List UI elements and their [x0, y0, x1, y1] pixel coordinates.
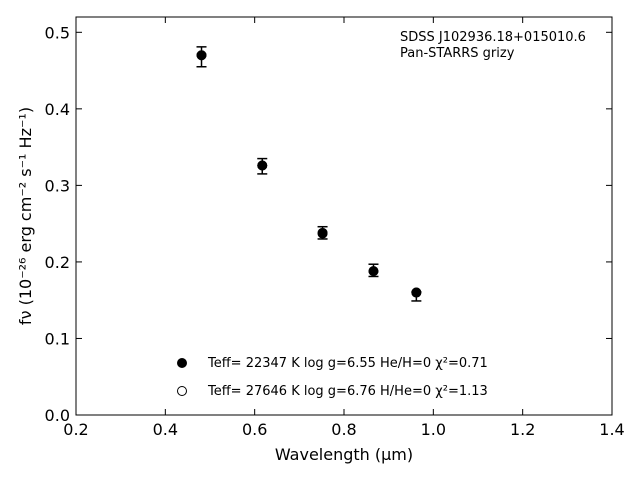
ticks-layer: 0.2 0.4 0.6 0.8 1.0 1.2 1.4 0.0 0.1 0.2 0.3 0.4 0.5: [45, 17, 625, 439]
point-series1-1: [257, 160, 268, 171]
point-series1-2: [317, 227, 328, 238]
legend: Teff= 22347 K log g=6.55 He/H=0 χ²=0.71 …: [177, 356, 488, 399]
legend-entry-1: Teff= 22347 K log g=6.55 He/H=0 χ²=0.71: [207, 356, 488, 371]
annotation-line-2: Pan-STARRS grizy: [400, 46, 515, 61]
x-tick-label-6: 1.4: [599, 420, 624, 439]
point-series1-3: [368, 266, 379, 277]
y-tick-label-2: 0.2: [45, 253, 70, 272]
x-tick-label-2: 0.6: [242, 420, 267, 439]
legend-marker-filled: [177, 358, 187, 368]
plot-frame: [75, 16, 613, 416]
y-tick-label-1: 0.1: [45, 329, 70, 348]
point-series1-0: [196, 50, 207, 61]
x-tick-label-4: 1.0: [421, 420, 446, 439]
y-tick-label-5: 0.5: [45, 23, 70, 42]
legend-marker-open: [177, 386, 187, 396]
point-series1-4: [411, 287, 422, 298]
y-tick-label-0: 0.0: [45, 406, 70, 425]
x-tick-label-1: 0.4: [153, 420, 178, 439]
x-tick-label-3: 0.8: [331, 420, 356, 439]
y-tick-label-3: 0.3: [45, 176, 70, 195]
y-tick-label-4: 0.4: [45, 100, 70, 119]
x-axis-label: Wavelength (μm): [275, 445, 413, 464]
annotation-line-1: SDSS J102936.18+015010.6: [400, 30, 586, 45]
legend-entry-2: Teff= 27646 K log g=6.76 H/He=0 χ²=1.13: [207, 384, 488, 399]
x-tick-label-0: 0.2: [63, 420, 88, 439]
y-axis-label: fν (10⁻²⁶ erg cm⁻² s⁻¹ Hz⁻¹): [16, 107, 35, 325]
errorbar-layer: [196, 46, 422, 302]
x-tick-label-5: 1.2: [510, 420, 535, 439]
points-layer: [196, 50, 422, 298]
point-series0-2: [317, 228, 328, 239]
